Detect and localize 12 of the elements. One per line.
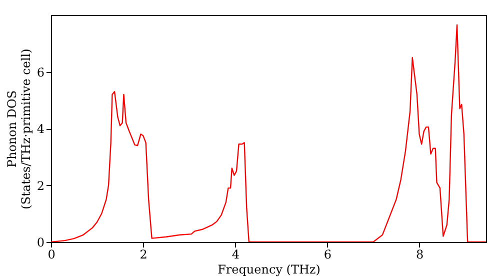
y-tick-label: 6 — [36, 65, 44, 80]
x-axis-title: Frequency (THz) — [218, 262, 320, 276]
y-tick-label: 2 — [36, 178, 44, 193]
x-tick-label: 4 — [232, 248, 240, 262]
line-series — [51, 24, 486, 242]
y-tick-label: 0 — [36, 236, 44, 250]
y-axis-title: Phonon DOS (States/THz·primitive cell) — [4, 48, 33, 210]
x-tick-label: 6 — [324, 248, 332, 262]
x-tick-label: 8 — [416, 248, 424, 262]
x-tick-label: 0 — [48, 248, 56, 262]
x-tick-label: 2 — [140, 248, 148, 262]
y-tick-label: 4 — [36, 122, 45, 136]
